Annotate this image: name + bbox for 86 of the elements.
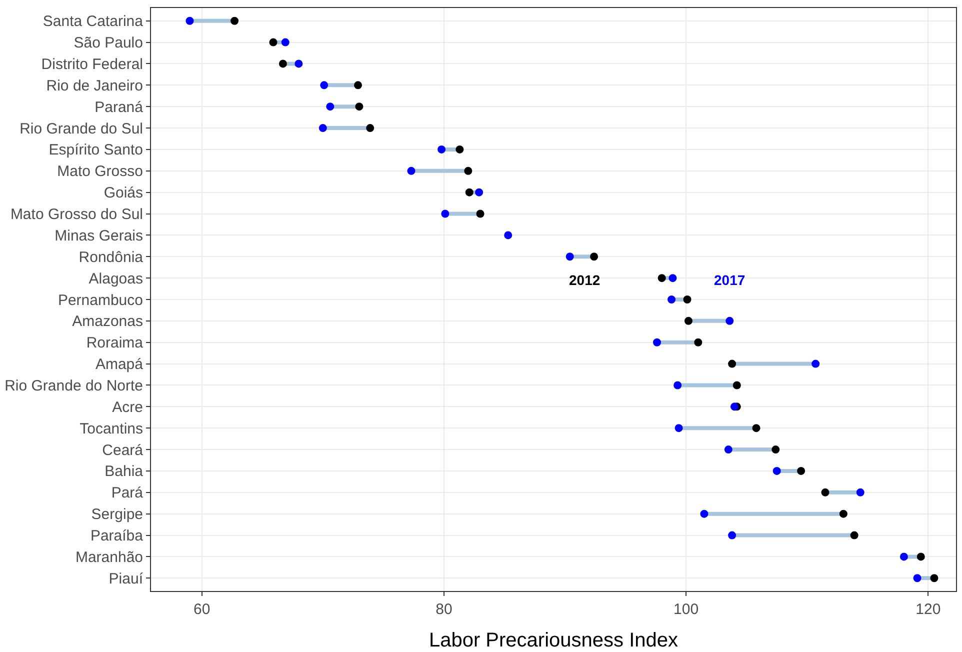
- point: [821, 488, 830, 496]
- y-tick-label: Alagoas: [88, 270, 143, 288]
- point: [856, 488, 864, 496]
- point: [732, 381, 741, 390]
- point: [186, 16, 194, 25]
- point: [916, 552, 925, 561]
- point: [590, 252, 598, 261]
- y-tick-label: Espírito Santo: [48, 142, 143, 159]
- y-tick-label: Mato Grosso: [57, 163, 143, 180]
- y-tick-label: Amapá: [95, 356, 144, 374]
- point: [726, 316, 734, 325]
- point: [407, 166, 416, 175]
- y-tick-label: Bahia: [104, 463, 144, 480]
- x-axis-title: Labor Precariousness Index: [428, 630, 678, 652]
- point: [476, 210, 484, 218]
- x-tick-label: 80: [436, 601, 452, 618]
- point: [797, 466, 806, 475]
- point: [772, 446, 780, 454]
- y-tick-label: Rio Grande do Norte: [4, 377, 143, 394]
- point: [504, 231, 512, 240]
- point: [320, 81, 328, 90]
- point: [653, 338, 661, 346]
- y-tick-label: Minas Gerais: [54, 227, 143, 244]
- y-tick-label: Maranhão: [75, 548, 143, 566]
- point: [465, 188, 474, 196]
- point: [728, 360, 736, 368]
- point: [464, 166, 472, 175]
- point: [318, 124, 327, 132]
- point: [728, 531, 736, 540]
- y-tick-label: Pará: [111, 484, 144, 502]
- x-tick-label: 120: [916, 601, 941, 618]
- y-tick-label: Goiás: [104, 184, 143, 202]
- y-tick-label: Ceará: [102, 442, 144, 459]
- point: [812, 360, 820, 368]
- y-tick-label: Santa Catarina: [42, 13, 144, 30]
- point: [278, 60, 287, 68]
- point: [900, 552, 908, 561]
- y-tick-label: Tocantins: [80, 420, 143, 438]
- point: [839, 510, 848, 518]
- y-tick-label: Roraima: [86, 334, 144, 352]
- x-tick-label: 100: [674, 601, 699, 618]
- point: [930, 574, 938, 582]
- y-tick-label: Pernambuco: [58, 292, 143, 309]
- y-tick-label: São Paulo: [74, 34, 143, 52]
- x-tick-label: 60: [193, 601, 210, 618]
- point: [658, 274, 666, 282]
- point: [269, 38, 278, 46]
- point: [441, 210, 450, 218]
- point: [355, 102, 364, 111]
- y-tick-label: Distrito Federal: [41, 56, 143, 73]
- point: [438, 145, 446, 154]
- y-tick-label: Amazonas: [72, 313, 143, 330]
- y-tick-label: Acre: [112, 398, 143, 416]
- point: [294, 60, 303, 68]
- point: [684, 316, 692, 325]
- point: [674, 381, 682, 390]
- y-tick-label: Mato Grosso do Sul: [10, 206, 143, 224]
- point: [456, 145, 464, 154]
- point: [752, 424, 760, 432]
- point: [724, 446, 732, 454]
- point: [850, 531, 858, 540]
- point: [700, 510, 708, 518]
- point: [772, 466, 781, 475]
- point: [694, 338, 702, 346]
- y-tick-label: Sergipe: [91, 506, 143, 524]
- point: [913, 574, 922, 582]
- point: [326, 102, 334, 111]
- point: [566, 252, 574, 261]
- point: [366, 124, 374, 132]
- point: [730, 402, 738, 411]
- point: [281, 38, 290, 46]
- text: 2017: [714, 272, 746, 288]
- y-tick-label: Piauí: [108, 570, 144, 588]
- point: [475, 188, 484, 196]
- y-tick-label: Paraíba: [90, 528, 144, 545]
- point: [668, 274, 677, 282]
- y-tick-label: Rondônia: [78, 248, 144, 266]
- point: [668, 296, 676, 304]
- point: [230, 16, 239, 25]
- series-label: 2012: [569, 272, 600, 288]
- y-tick-label: Rio de Janeiro: [46, 77, 143, 94]
- y-tick-label: Paraná: [94, 98, 144, 116]
- point: [354, 81, 362, 90]
- y-tick-label: Rio Grande do Sul: [20, 120, 143, 138]
- point: [683, 296, 692, 304]
- point: [674, 424, 683, 432]
